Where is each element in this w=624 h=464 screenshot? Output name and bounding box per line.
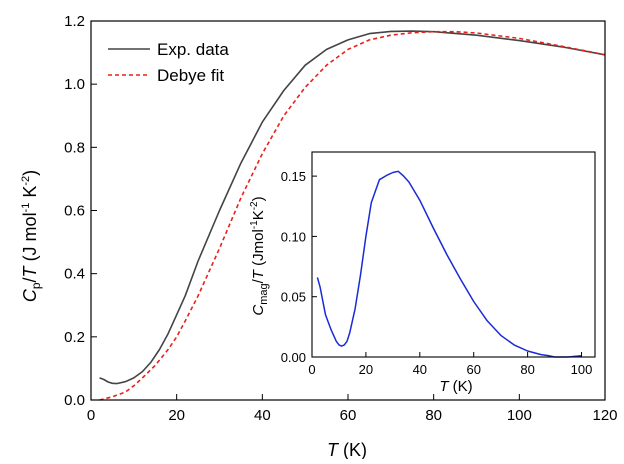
inset-series-line-0 bbox=[316, 170, 582, 358]
main-x-tick-label: 40 bbox=[254, 407, 271, 424]
inset-plot: 0 20 40 60 80 100 0.00 0.05 0.10 0.15 T (K) Cmag/… bbox=[249, 151, 596, 395]
inset-x-tick-label: 100 bbox=[571, 362, 593, 377]
main-y-tick-label: 0.6 bbox=[64, 203, 85, 220]
main-y-tick-label: 0.8 bbox=[64, 139, 85, 156]
main-x-tick-label: 100 bbox=[507, 407, 532, 424]
inset-y-tick-label: 0.00 bbox=[281, 350, 306, 365]
main-y-axis-unit-b: K bbox=[20, 186, 40, 203]
main-x-tick-label: 0 bbox=[87, 407, 95, 424]
main-y-axis-slash: / bbox=[20, 277, 40, 282]
main-y-axis-symbol-c: C bbox=[20, 288, 40, 302]
main-y-axis-exponent-2: -2 bbox=[20, 176, 32, 186]
legend: Exp. data Debye fit bbox=[108, 40, 229, 85]
main-x-axis-symbol: T bbox=[327, 440, 340, 459]
inset-y-axis-unit-a: (Jmol bbox=[250, 229, 267, 270]
inset-y-axis-exponent-2: -2 bbox=[249, 201, 260, 210]
inset-x-axis-symbol: T bbox=[439, 378, 450, 395]
inset-y-axis-exponent-1: -1 bbox=[249, 220, 260, 229]
inset-x-axis-title: T (K) bbox=[439, 378, 472, 395]
inset-y-axis-title: Cmag/T (Jmol-1K-2) bbox=[249, 196, 270, 315]
main-y-axis-unit-a: (J mol bbox=[20, 212, 40, 266]
inset-y-axis-symbol-c: C bbox=[250, 305, 267, 316]
main-y-tick-label: 1.0 bbox=[64, 76, 85, 93]
main-x-tick-label: 60 bbox=[340, 407, 357, 424]
main-ticks-group: 0 20 40 60 80 100 120 0.0 0.2 0.4 0.6 0.8 1.0 1.2 bbox=[64, 13, 617, 424]
main-y-axis-exponent-1: -1 bbox=[20, 203, 32, 213]
inset-y-tick-label: 0.10 bbox=[281, 229, 306, 244]
inset-x-tick-label: 0 bbox=[308, 362, 315, 377]
main-y-tick-label: 0.0 bbox=[64, 392, 85, 409]
main-y-axis-title: Cp/T (J mol-1 K-2) bbox=[20, 170, 43, 302]
main-y-axis-symbol-t: T bbox=[20, 264, 40, 277]
main-x-axis-title: T (K) bbox=[327, 440, 367, 459]
main-x-tick-label: 80 bbox=[425, 407, 442, 424]
inset-x-tick-label: 60 bbox=[466, 362, 480, 377]
main-series-line-exp-data bbox=[99, 30, 606, 385]
main-y-axis-unit-c: ) bbox=[20, 170, 40, 176]
main-series-group bbox=[99, 30, 606, 401]
inset-y-axis-slash: / bbox=[250, 278, 267, 283]
main-y-tick-label: 0.4 bbox=[64, 266, 85, 283]
inset-x-tick-label: 80 bbox=[520, 362, 534, 377]
inset-background bbox=[312, 152, 595, 357]
inset-y-axis-subscript: mag bbox=[258, 283, 270, 304]
main-x-tick-label: 120 bbox=[592, 407, 617, 424]
main-y-axis-subscript: p bbox=[29, 282, 43, 289]
inset-series-group bbox=[316, 170, 582, 358]
legend-exp-label: Exp. data bbox=[157, 40, 229, 59]
legend-fit-label: Debye fit bbox=[157, 66, 224, 85]
inset-x-tick-label: 40 bbox=[413, 362, 427, 377]
main-y-tick-label: 1.2 bbox=[64, 13, 85, 30]
main-x-axis-unit: (K) bbox=[338, 440, 367, 459]
inset-y-tick-label: 0.15 bbox=[281, 169, 306, 184]
inset-x-axis-unit: (K) bbox=[449, 378, 473, 395]
inset-plot-frame bbox=[311, 151, 596, 358]
inset-y-axis-unit-b: K bbox=[250, 210, 267, 220]
main-y-tick-label: 0.2 bbox=[64, 329, 85, 346]
inset-y-tick-label: 0.05 bbox=[281, 290, 306, 305]
inset-x-tick-label: 20 bbox=[359, 362, 373, 377]
main-x-tick-label: 20 bbox=[168, 407, 185, 424]
main-series-line-debye-fit bbox=[99, 30, 606, 401]
main-plot: 0 20 40 60 80 100 120 0.0 0.2 0.4 0.6 0.8 1.0 1.2 T (… bbox=[20, 13, 618, 460]
inset-ticks-group: 0 20 40 60 80 100 0.00 0.05 0.10 0.15 bbox=[281, 169, 593, 377]
inset-y-axis-symbol-t: T bbox=[250, 268, 267, 279]
inset-y-axis-unit-c: ) bbox=[250, 196, 267, 201]
